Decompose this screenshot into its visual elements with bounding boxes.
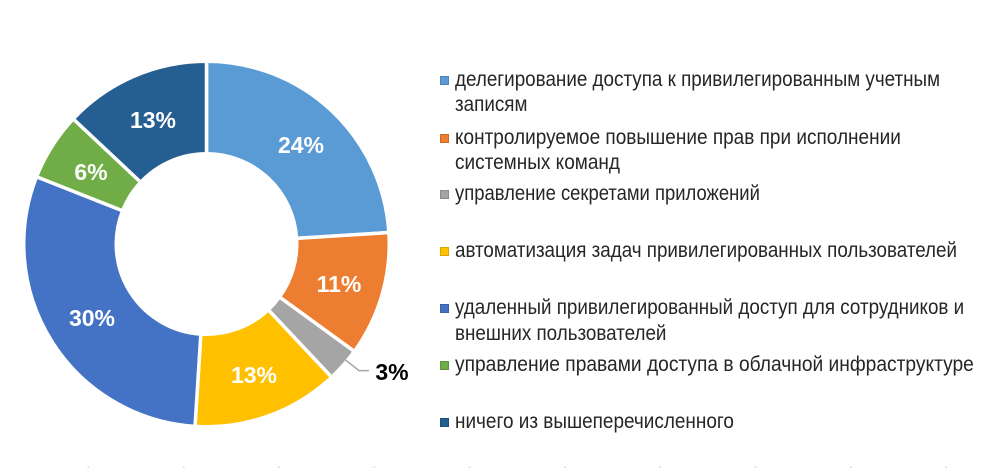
svg-text:30%: 30% (69, 305, 115, 331)
svg-text:11%: 11% (317, 271, 362, 297)
svg-text:3%: 3% (375, 359, 408, 385)
svg-text:6%: 6% (74, 159, 107, 185)
svg-text:13%: 13% (130, 107, 176, 133)
svg-text:24%: 24% (278, 132, 324, 158)
svg-text:13%: 13% (231, 362, 277, 388)
